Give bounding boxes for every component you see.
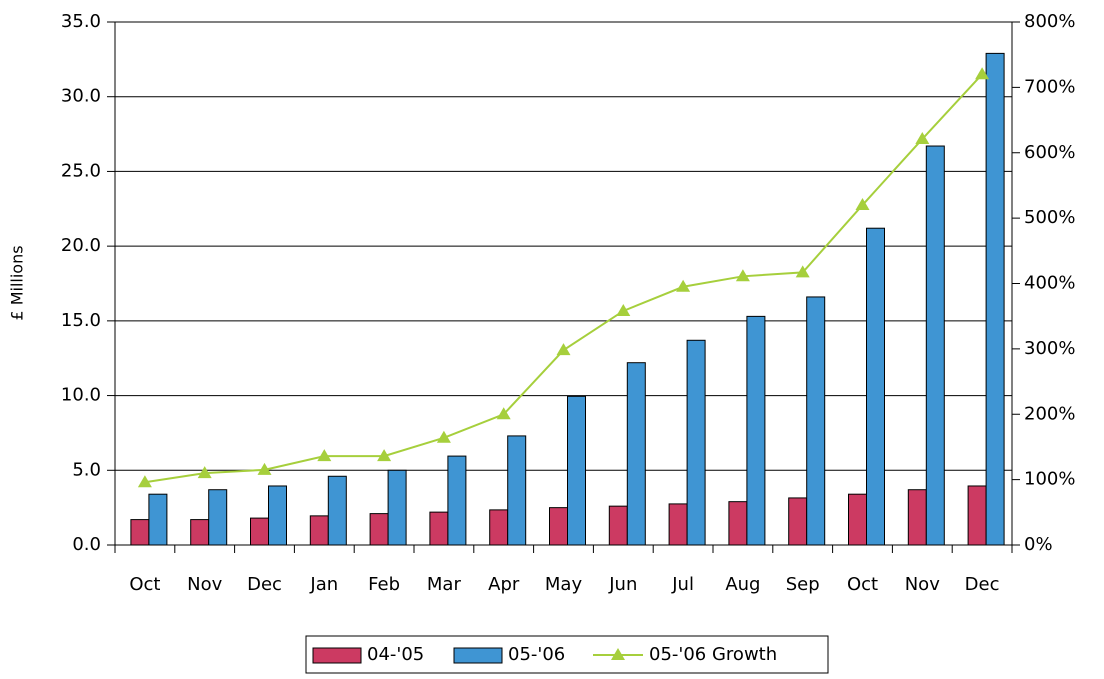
x-tick-label: Mar [427, 574, 462, 595]
y2-tick-label: 700% [1024, 76, 1075, 97]
bar [250, 517, 269, 546]
bar [668, 503, 688, 546]
y2-tick-label: 200% [1024, 403, 1075, 424]
marker [137, 475, 152, 488]
bar [925, 145, 945, 546]
marker [496, 407, 511, 420]
bar [626, 362, 646, 546]
x-tick-label: Nov [187, 574, 222, 595]
bar [985, 52, 1005, 546]
bar [907, 489, 927, 546]
y2-tick-label: 300% [1024, 338, 1075, 359]
x-tick-label: Feb [368, 574, 400, 595]
bar [148, 493, 168, 546]
bar [369, 513, 389, 546]
x-tick-label: Jan [309, 574, 338, 595]
y-tick-label: 15.0 [61, 310, 101, 331]
bar [327, 475, 347, 546]
x-tick-label: Nov [905, 574, 940, 595]
bar [567, 395, 586, 546]
bar [608, 505, 628, 546]
bar [746, 315, 766, 546]
bar [806, 296, 826, 546]
x-tick-label: Oct [129, 574, 160, 595]
marker [795, 265, 810, 278]
y2-tick-label: 100% [1024, 469, 1075, 490]
bar [309, 515, 329, 546]
marker [855, 198, 870, 211]
bar [728, 501, 748, 546]
y-tick-label: 20.0 [61, 235, 101, 256]
legend-label: 05-'06 Growth [649, 644, 777, 665]
bar [686, 339, 706, 546]
bar [429, 511, 449, 546]
bar [549, 507, 568, 546]
marker [616, 303, 631, 316]
y2-tick-label: 800% [1024, 11, 1075, 32]
marker [975, 67, 990, 80]
x-tick-label: Dec [247, 574, 282, 595]
marker [676, 279, 691, 292]
marker [197, 466, 212, 479]
bar [208, 489, 228, 546]
legend-swatch [453, 647, 503, 664]
y-tick-label: 35.0 [61, 11, 101, 32]
bar [447, 455, 467, 546]
bar [848, 493, 867, 546]
bar [866, 227, 885, 546]
y-tick-label: 10.0 [61, 385, 101, 406]
bar [489, 509, 509, 546]
x-tick-label: May [545, 574, 583, 595]
y2-tick-label: 600% [1024, 142, 1075, 163]
x-tick-label: Dec [965, 574, 1000, 595]
y2-tick-label: 0% [1024, 534, 1053, 555]
legend-marker [611, 648, 625, 660]
bar [130, 519, 150, 546]
legend-label: 04-'05 [367, 644, 424, 665]
bar [788, 497, 808, 546]
marker [436, 430, 451, 443]
marker [735, 269, 750, 282]
bar [268, 485, 287, 546]
y-tick-label: 25.0 [61, 160, 101, 181]
line [144, 73, 983, 484]
y2-tick-label: 500% [1024, 207, 1075, 228]
x-tick-label: Apr [488, 574, 520, 595]
marker [317, 449, 332, 462]
x-tick-label: Oct [847, 574, 878, 595]
x-tick-label: Jun [608, 574, 637, 595]
y-tick-label: 5.0 [72, 459, 101, 480]
legend-label: 05-'06 [508, 644, 565, 665]
bar [507, 435, 527, 546]
x-tick-label: Sep [786, 574, 820, 595]
bar [190, 519, 210, 546]
bar [967, 485, 987, 546]
marker [556, 343, 571, 356]
y-tick-label: 30.0 [61, 86, 101, 107]
y-axis-label: £ Millions [8, 245, 27, 320]
legend-box [305, 635, 829, 674]
x-tick-label: Aug [725, 574, 760, 595]
bar [387, 469, 407, 546]
marker [257, 462, 272, 475]
legend-swatch [312, 647, 362, 664]
marker [915, 132, 930, 145]
y2-tick-label: 400% [1024, 273, 1075, 294]
marker [377, 449, 392, 462]
x-tick-label: Jul [671, 574, 694, 595]
y-tick-label: 0.0 [72, 534, 101, 555]
